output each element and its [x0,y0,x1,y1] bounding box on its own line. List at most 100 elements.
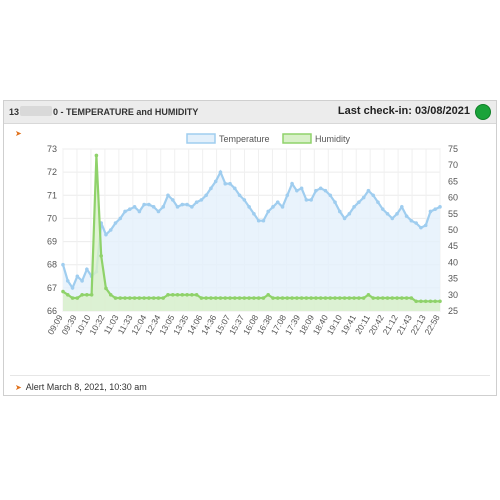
data-point-humidity [366,293,371,297]
data-point-humidity [65,293,70,297]
data-point-temperature [342,216,347,221]
y-left-tick-label: 70 [47,213,57,223]
data-point-temperature [423,223,428,228]
data-point-temperature [118,216,123,221]
data-point-humidity [261,296,266,300]
data-point-temperature [170,198,175,202]
data-point-temperature [218,170,223,174]
redacted-block [20,106,53,116]
data-point-temperature [352,205,356,209]
chart-expand-icon[interactable]: ➤ [15,129,22,138]
data-point-humidity [70,296,75,300]
y-left-tick-label: 71 [47,190,57,200]
data-point-humidity [304,296,309,300]
data-point-humidity [237,296,242,300]
data-point-humidity [218,296,223,300]
data-point-humidity [151,296,156,300]
data-point-humidity [395,296,399,300]
data-point-temperature [70,286,75,290]
y-left-tick-label: 73 [47,144,57,154]
data-point-temperature [113,221,118,225]
data-point-temperature [194,200,199,205]
data-point-temperature [333,200,337,205]
data-point-temperature [108,228,113,232]
data-point-humidity [232,296,237,300]
y-left-tick-label: 69 [47,237,57,247]
y-right-tick-label: 60 [448,193,458,203]
data-point-temperature [309,198,313,202]
data-point-humidity [323,296,328,300]
data-point-humidity [280,296,285,300]
data-point-temperature [132,205,137,209]
y-right-tick-label: 40 [448,257,458,267]
data-point-temperature [385,212,390,216]
y-left-tick-label: 72 [47,167,57,177]
data-point-temperature [80,279,84,283]
data-point-humidity [108,293,113,297]
data-point-temperature [428,209,433,214]
data-point-temperature [175,205,180,209]
data-point-temperature [357,200,361,205]
data-point-humidity [314,296,318,300]
data-point-humidity [428,299,433,304]
data-point-temperature [299,186,304,191]
data-point-temperature [275,200,280,205]
data-point-humidity [228,296,232,300]
data-point-temperature [304,198,309,202]
data-point-humidity [166,293,170,297]
temperature-humidity-chart: 6667686970717273253035404550556065707509… [45,133,458,337]
y-right-tick-label: 75 [448,144,458,154]
data-point-humidity [299,296,304,300]
data-point-temperature [347,212,352,216]
data-point-temperature [228,181,232,186]
data-point-temperature [295,188,299,193]
data-point-humidity [61,289,65,294]
data-point-humidity [170,293,175,297]
data-point-temperature [237,193,242,198]
data-point-humidity [128,296,132,300]
data-point-temperature [128,207,132,211]
data-point-humidity [252,296,256,300]
data-point-humidity [361,296,366,300]
data-point-humidity [438,299,442,304]
legend-swatch-humidity [282,133,312,144]
data-point-humidity [266,293,271,297]
y-right-tick-label: 70 [448,160,458,170]
legend-swatch-temperature [186,133,216,144]
y-right-tick-label: 55 [448,209,458,219]
alert-row[interactable]: ➤ Alert March 8, 2021, 10:30 am [15,382,147,392]
data-point-temperature [395,212,399,216]
title-prefix: 13 [9,107,20,117]
x-tick-label: 22:58 [422,313,441,337]
data-point-temperature [180,202,185,207]
data-point-temperature [271,205,275,209]
data-point-humidity [290,296,294,300]
data-point-humidity [409,296,414,300]
data-point-temperature [261,218,266,223]
data-point-temperature [323,188,328,193]
alert-text: Alert March 8, 2021, 10:30 am [25,382,147,392]
data-point-temperature [433,207,438,211]
data-point-humidity [209,296,213,300]
data-point-temperature [123,209,127,214]
last-checkin-label: Last check-in: 03/08/2021 [337,105,470,117]
data-point-humidity [147,296,151,300]
data-point-temperature [61,262,65,267]
series-area-temperature [63,172,440,311]
data-point-temperature [161,205,166,209]
data-point-temperature [185,202,189,207]
data-point-temperature [104,232,108,237]
y-right-tick-label: 65 [448,176,458,186]
data-point-temperature [223,181,228,186]
data-point-humidity [333,296,337,300]
data-point-temperature [190,205,194,209]
data-point-temperature [147,202,151,207]
data-point-humidity [180,293,185,297]
data-point-humidity [99,254,103,258]
alert-expand-icon[interactable]: ➤ [15,383,22,392]
data-point-humidity [142,296,146,300]
data-point-humidity [161,296,166,300]
data-point-humidity [247,296,251,300]
data-point-temperature [414,221,418,225]
data-point-humidity [242,296,247,300]
